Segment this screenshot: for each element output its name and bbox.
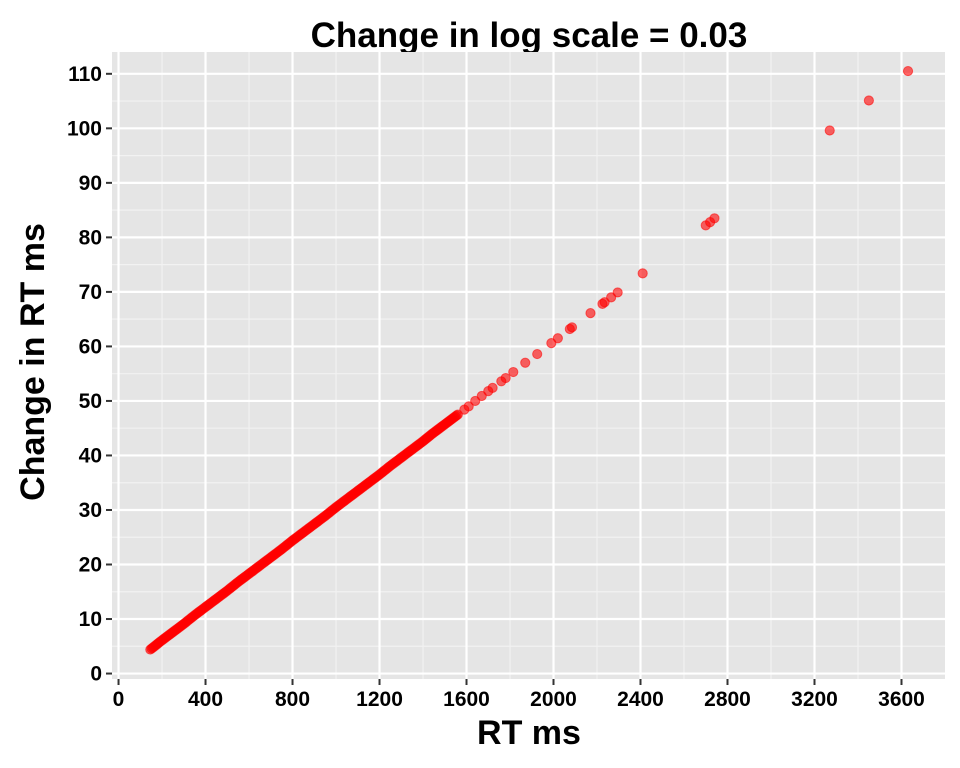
data-point (709, 213, 720, 224)
data-point (463, 401, 474, 412)
y-tick-label: 110 (68, 63, 102, 86)
data-point (566, 322, 578, 333)
y-tick-label: 70 (79, 281, 102, 304)
grid-lines (112, 52, 945, 679)
x-axis-label: RT ms (477, 714, 581, 752)
data-point (585, 308, 596, 319)
y-tick-label: 100 (67, 117, 102, 140)
data-point (487, 382, 498, 393)
x-tick-label: 1200 (356, 688, 403, 711)
x-axis-ticks: 0 400 800 1200 1600 2000 2400 2800 3200 3600 (113, 679, 925, 711)
data-point (508, 366, 519, 378)
x-tick-label: 3600 (878, 688, 925, 711)
data-point (637, 268, 648, 279)
data-point (863, 95, 874, 106)
y-tick-label: 0 (90, 663, 102, 686)
y-axis-label: Change in RT ms (14, 223, 52, 501)
data-points (145, 65, 914, 655)
y-tick-label: 20 (79, 554, 102, 577)
y-tick-label: 30 (79, 499, 102, 522)
y-axis-ticks: 0 10 20 30 40 50 60 70 80 90 100 110 (67, 63, 112, 686)
data-point (552, 333, 563, 344)
y-tick-label: 80 (79, 226, 102, 249)
chart-title: Change in log scale = 0.03 (311, 16, 748, 55)
data-point (500, 372, 511, 384)
data-point (612, 287, 623, 298)
x-tick-label: 0 (113, 688, 125, 711)
y-tick-label: 40 (79, 444, 102, 467)
x-tick-label: 1600 (443, 688, 490, 711)
x-tick-label: 2000 (530, 688, 577, 711)
y-tick-label: 10 (79, 608, 102, 631)
x-tick-label: 400 (188, 688, 223, 711)
x-tick-label: 800 (275, 688, 310, 711)
data-point (520, 357, 531, 368)
data-point (902, 65, 914, 77)
y-tick-label: 60 (79, 335, 102, 358)
x-tick-label: 3200 (791, 688, 838, 711)
data-point (532, 348, 543, 360)
x-tick-label: 2400 (617, 688, 664, 711)
data-point (824, 125, 835, 136)
y-tick-label: 50 (79, 390, 102, 413)
y-tick-label: 90 (79, 172, 102, 195)
x-tick-label: 2800 (704, 688, 751, 711)
